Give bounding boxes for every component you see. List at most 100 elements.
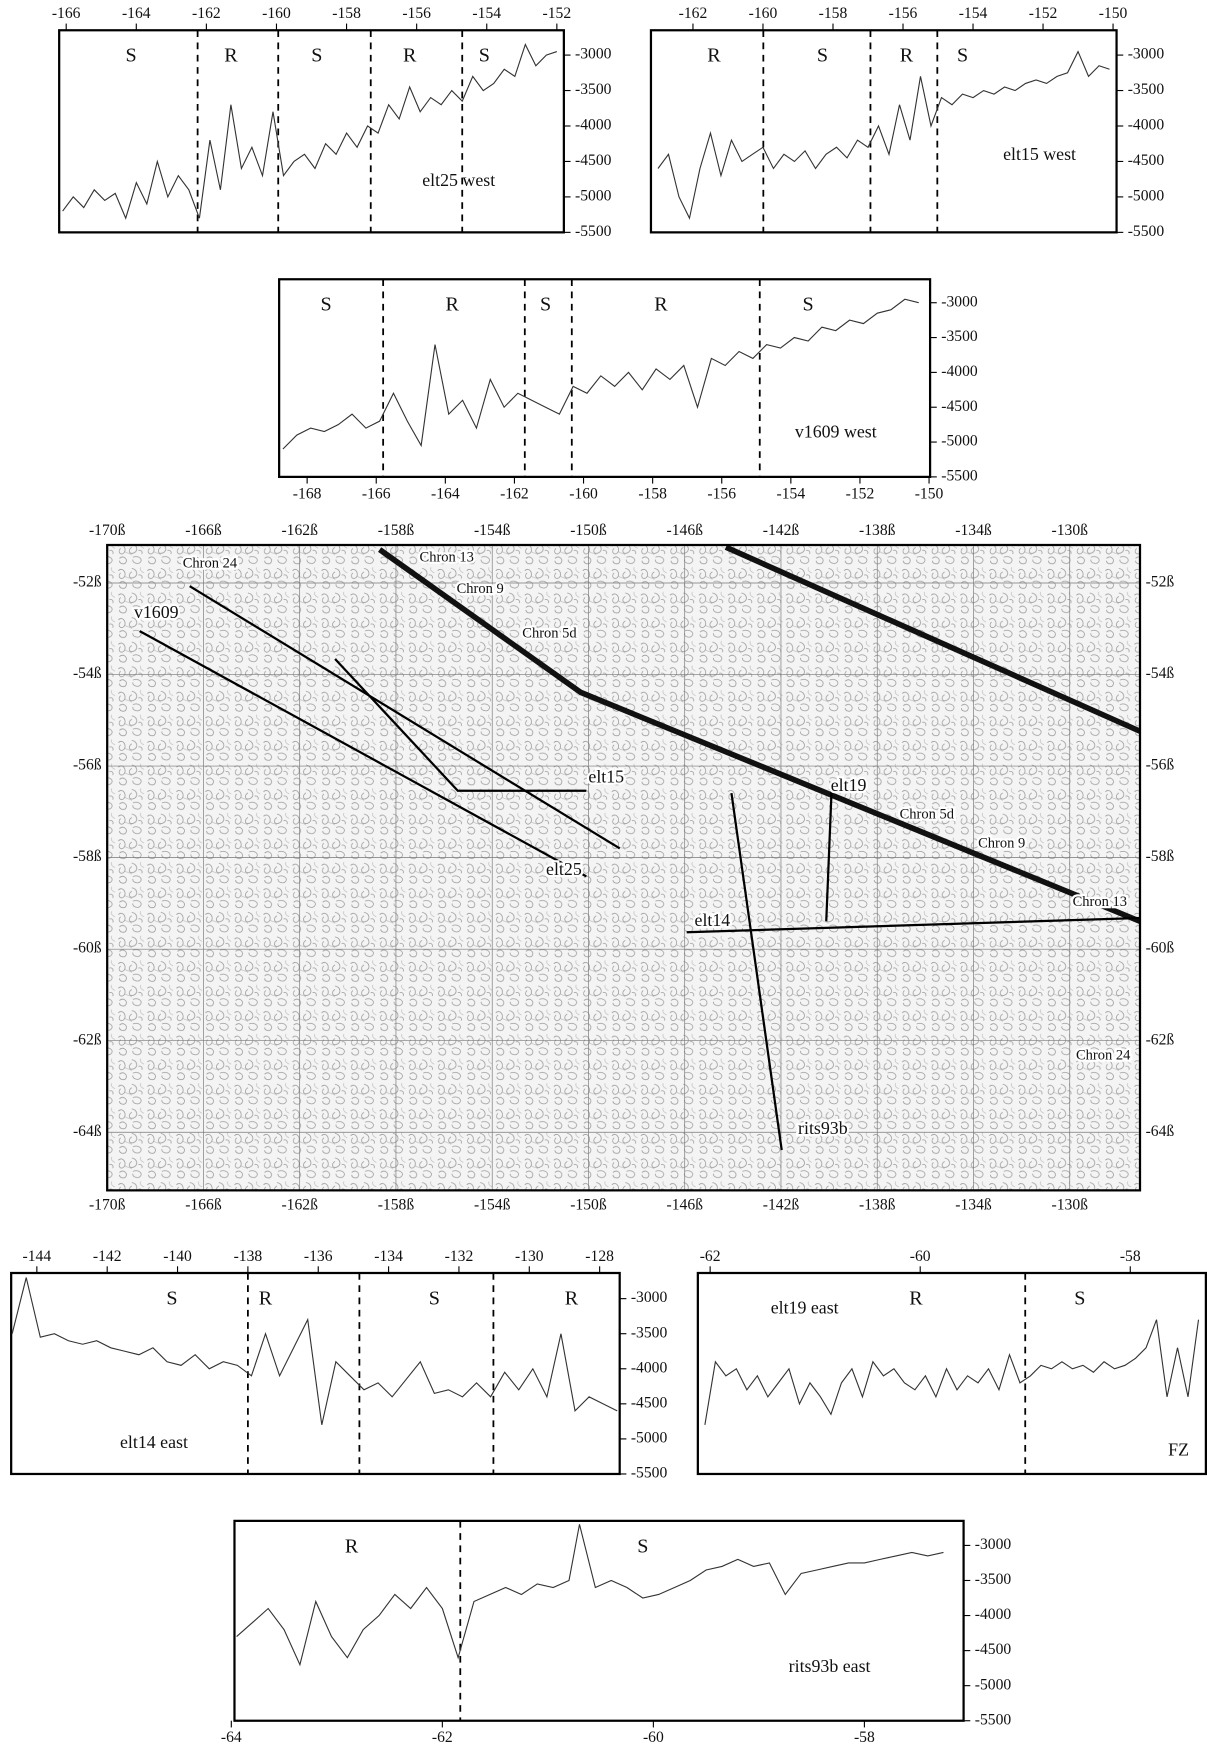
x-tick-label: -160 — [569, 485, 598, 502]
profile-line — [704, 1319, 1200, 1425]
x-tick-label: -142 — [93, 1248, 122, 1265]
profile-label: v1609 west — [795, 421, 877, 441]
x-tick-label: -152 — [846, 485, 875, 502]
profile-label: elt14 east — [120, 1432, 188, 1452]
x-tick-label: -152 — [543, 5, 572, 22]
x-tick-label: -134ß — [955, 522, 992, 539]
map-label: Chron 5d — [900, 806, 955, 822]
x-tick-label: -138ß — [859, 1197, 896, 1214]
segment-label: S — [817, 45, 828, 67]
segment-label: R — [909, 1287, 923, 1309]
isochron — [378, 547, 1142, 924]
x-tick-label: -64 — [221, 1729, 242, 1746]
x-tick-label: -60 — [910, 1248, 931, 1265]
x-tick-label: -134 — [374, 1248, 403, 1265]
map-label: v1609 — [134, 602, 179, 622]
ship-track — [730, 792, 783, 1151]
y-tick-label: -5000 — [1128, 188, 1165, 205]
map-label: Chron 13 — [420, 550, 474, 566]
y-tick-label: -4000 — [631, 1359, 668, 1376]
x-tick-label: -130ß — [1052, 1197, 1089, 1214]
segment-label: S — [637, 1535, 648, 1557]
x-tick-label: -158 — [819, 5, 848, 22]
segment-label: R — [403, 45, 417, 67]
segment-label: S — [540, 294, 551, 316]
y-tick-label: -58ß — [73, 848, 102, 865]
segment-label: S — [479, 45, 490, 67]
segment-label: R — [565, 1287, 579, 1309]
map-label: elt15 — [588, 767, 624, 787]
profile-line — [657, 50, 1110, 220]
plot-frame — [233, 1519, 965, 1722]
ship-track — [334, 658, 587, 792]
x-tick-label: -158 — [332, 5, 361, 22]
y-tick-label: -5000 — [941, 433, 978, 450]
segment-label: S — [125, 45, 136, 67]
profile-label: elt15 west — [1003, 144, 1076, 164]
isochron — [724, 544, 1142, 734]
map-label: Chron 9 — [457, 581, 504, 597]
y-tick-label: -3000 — [631, 1289, 668, 1306]
y-tick-label: -4000 — [975, 1606, 1012, 1623]
segment-label: R — [259, 1287, 273, 1309]
x-tick-label: -170ß — [89, 522, 126, 539]
y-tick-label: -4500 — [575, 152, 612, 169]
y-tick-label: -4000 — [1128, 117, 1165, 134]
y-tick-label: -54ß — [1146, 665, 1175, 682]
x-tick-label: -142ß — [763, 522, 800, 539]
x-tick-label: -150ß — [570, 1197, 607, 1214]
x-tick-label: -166ß — [185, 1197, 222, 1214]
profile-line — [11, 1277, 618, 1425]
profile-label: FZ — [1168, 1440, 1189, 1460]
x-tick-label: -168 — [293, 485, 322, 502]
x-tick-label: -166 — [362, 485, 391, 502]
x-tick-label: -138 — [234, 1248, 263, 1265]
y-tick-label: -3500 — [631, 1324, 668, 1341]
x-tick-label: -162 — [679, 5, 708, 22]
y-tick-label: -3500 — [575, 81, 612, 98]
plot-frame — [58, 29, 565, 234]
y-tick-label: -3500 — [975, 1571, 1012, 1588]
profile-label: rits93b east — [789, 1656, 871, 1676]
x-tick-label: -156 — [402, 5, 431, 22]
y-tick-label: -60ß — [1146, 940, 1175, 957]
y-tick-label: -5500 — [1128, 223, 1165, 240]
x-tick-label: -146ß — [666, 522, 703, 539]
x-tick-label: -132 — [445, 1248, 474, 1265]
profile-line — [282, 298, 919, 450]
y-tick-label: -52ß — [1146, 574, 1175, 591]
y-tick-label: -4500 — [631, 1394, 668, 1411]
map-label: Chron 13 — [1073, 894, 1127, 910]
x-tick-label: -130ß — [1052, 522, 1089, 539]
y-tick-label: -5500 — [941, 467, 978, 484]
map-label: Chron 9 — [978, 836, 1025, 852]
y-tick-label: -56ß — [73, 757, 102, 774]
y-tick-label: -5500 — [631, 1465, 668, 1482]
x-tick-label: -150 — [1099, 5, 1128, 22]
map-label: rits93b — [798, 1118, 848, 1138]
y-tick-label: -62ß — [73, 1031, 102, 1048]
segment-label: S — [957, 45, 968, 67]
profile-label: elt25 west — [422, 170, 495, 190]
y-tick-label: -54ß — [73, 665, 102, 682]
x-tick-label: -156 — [707, 485, 736, 502]
x-tick-label: -170ß — [89, 1197, 126, 1214]
y-tick-label: -5500 — [975, 1711, 1012, 1728]
y-tick-label: -5000 — [575, 188, 612, 205]
plot-frame — [696, 1271, 1207, 1476]
y-tick-label: -5500 — [575, 223, 612, 240]
map-label: Chron 5d — [522, 626, 577, 642]
y-tick-label: -4000 — [575, 117, 612, 134]
y-tick-label: -3500 — [1128, 81, 1165, 98]
profile-line — [236, 1524, 944, 1667]
x-tick-label: -158ß — [378, 1197, 415, 1214]
ship-track — [825, 781, 834, 922]
segment-label: R — [345, 1535, 359, 1557]
segment-label: S — [429, 1287, 440, 1309]
x-tick-label: -166ß — [185, 522, 222, 539]
segment-label: S — [803, 294, 814, 316]
map-frame — [106, 543, 1142, 1192]
segment-label: R — [654, 294, 668, 316]
y-tick-label: -4500 — [1128, 152, 1165, 169]
x-tick-label: -134ß — [955, 1197, 992, 1214]
